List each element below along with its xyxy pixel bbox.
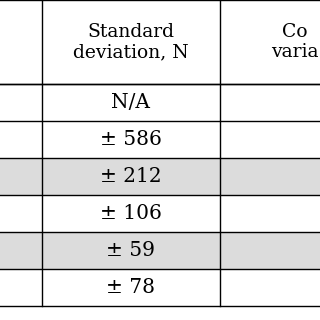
Text: ± 59: ± 59: [107, 241, 156, 260]
Text: ± 212: ± 212: [100, 167, 162, 186]
Text: Standard
deviation, N: Standard deviation, N: [73, 23, 189, 61]
Bar: [0, 269, 320, 306]
Text: ± 78: ± 78: [107, 278, 156, 297]
Bar: [0, 232, 320, 269]
Bar: [0, 0, 320, 84]
Bar: [0, 195, 320, 232]
Text: N/A: N/A: [111, 93, 150, 112]
Bar: [0, 158, 320, 195]
Text: ± 586: ± 586: [100, 130, 162, 149]
Text: ± 106: ± 106: [100, 204, 162, 223]
Bar: [0, 121, 320, 158]
Text: Co
varia: Co varia: [271, 23, 319, 61]
Bar: [0, 84, 320, 121]
